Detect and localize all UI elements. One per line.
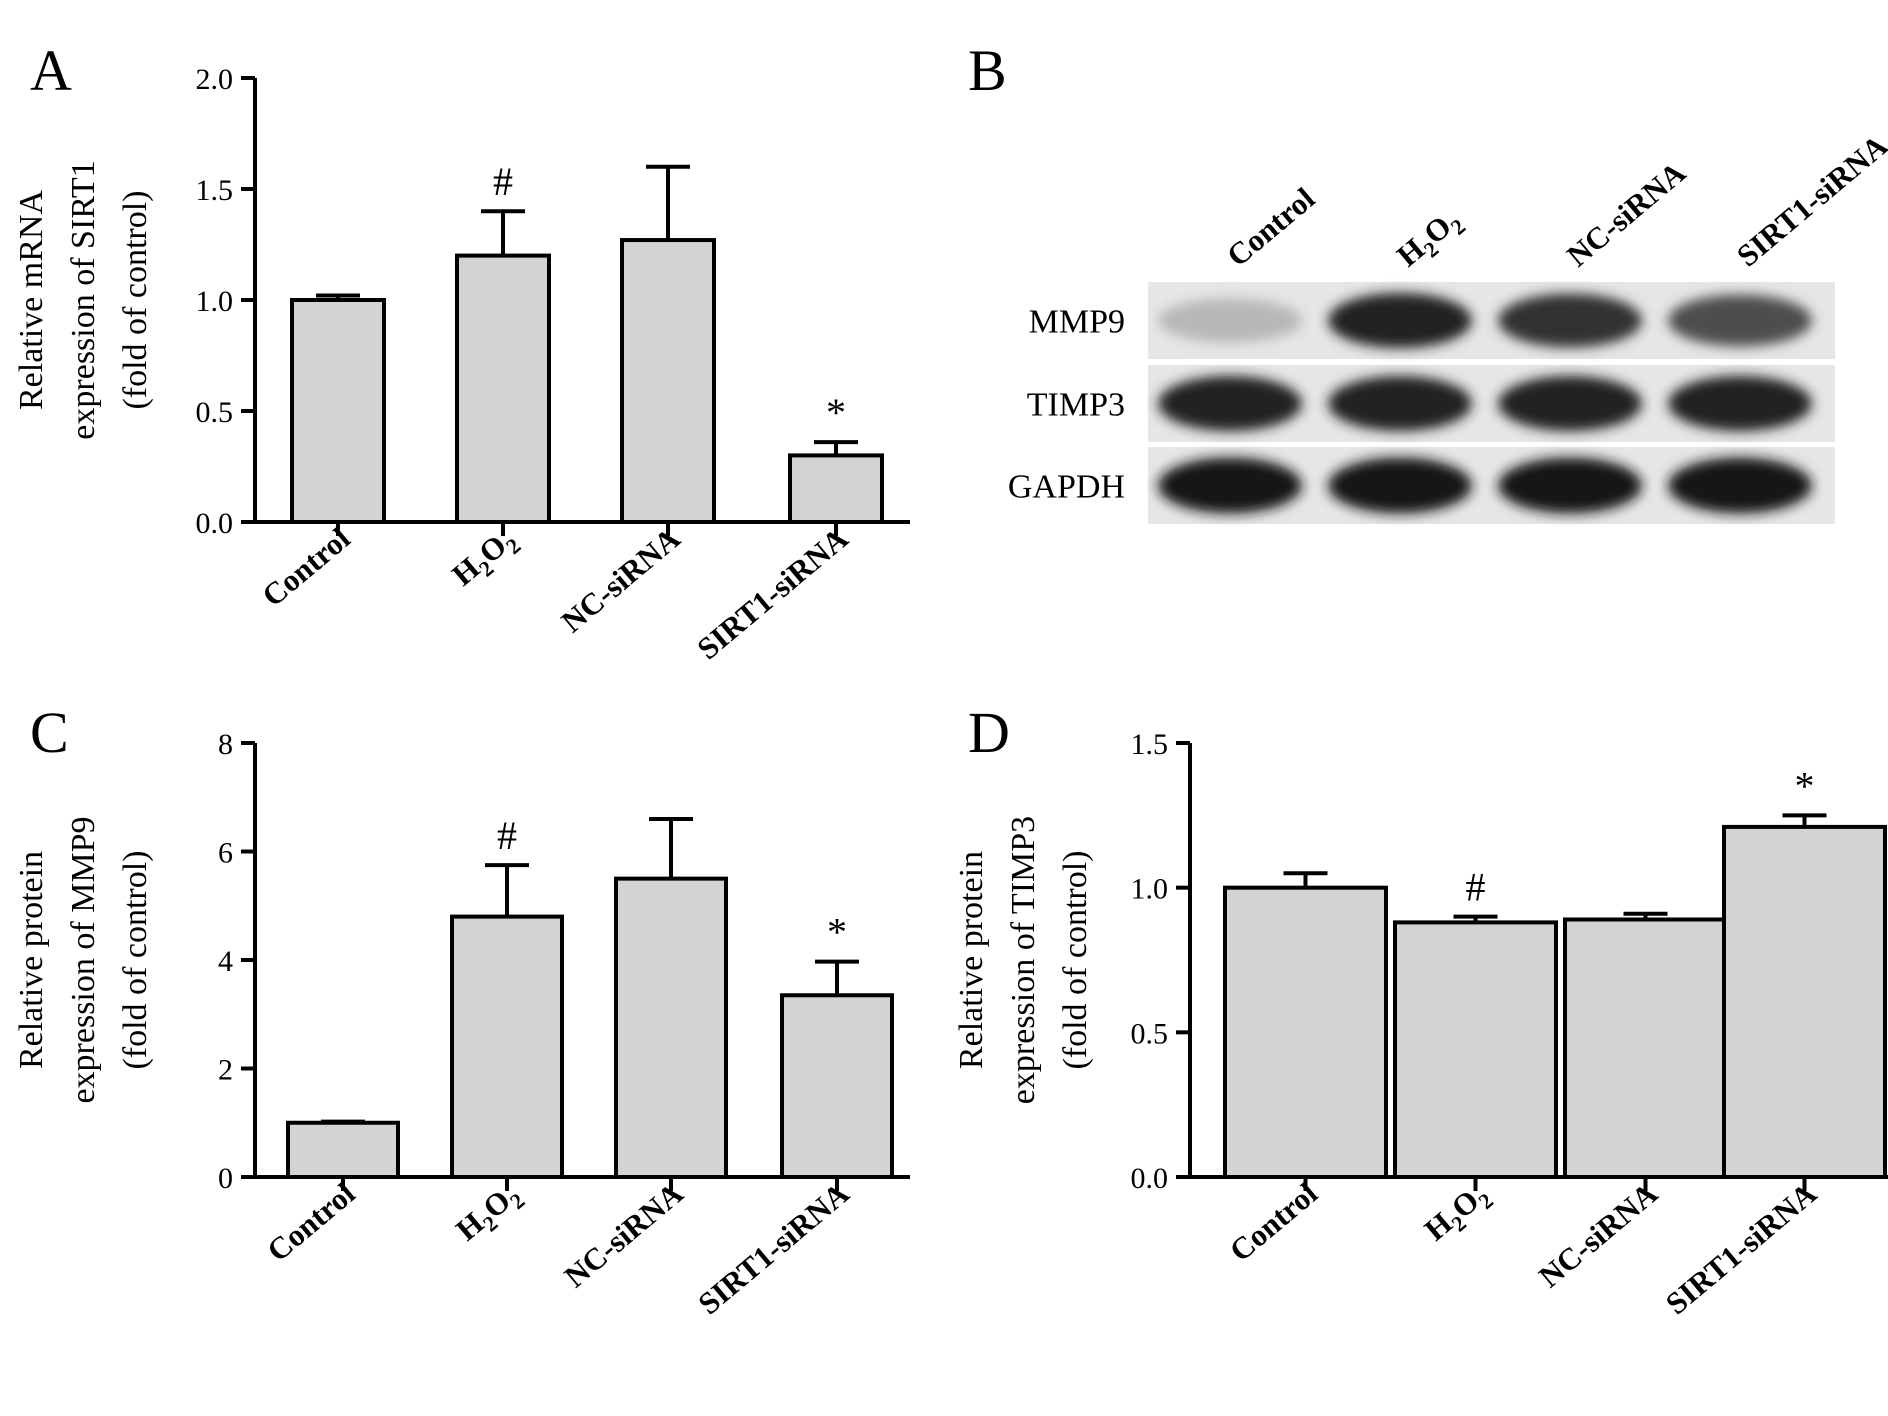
x-category-label: Control	[260, 1175, 362, 1268]
bar	[1722, 824, 1887, 1179]
blot-lane-label: H2O2	[1390, 201, 1470, 278]
blot-band	[1668, 375, 1812, 432]
blot-band	[1158, 375, 1302, 432]
blot-band	[1158, 298, 1302, 343]
y-tick-label: 1.0	[196, 285, 234, 318]
x-category-label: NC-siRNA	[558, 1175, 690, 1294]
chart-panel-c: C 0 2 4 6 8 Relative protein expression of MMP9…	[13, 700, 910, 1321]
x-category-label: H2O2	[445, 521, 525, 598]
y-tick-label: 0.5	[1131, 1017, 1169, 1050]
chart-panel-a: A 0.0 0.5 1.0 1.5 2.0 Relative mRNA expression …	[13, 38, 910, 666]
chart-panel-d: D 0.0 0.5 1.0 1.5 Relative protein expression …	[953, 700, 1888, 1321]
significance-mark: #	[1466, 865, 1486, 910]
x-category-label: H2O2	[1418, 1176, 1498, 1253]
blot-band	[1668, 294, 1812, 347]
y-axis-label-line: (fold of control)	[117, 190, 154, 409]
x-category-label: SIRT1-siRNA	[1659, 1175, 1824, 1321]
bar	[1563, 917, 1728, 1179]
blot-lane-label: Control	[1220, 180, 1322, 273]
bar	[780, 993, 894, 1180]
significance-mark: #	[497, 813, 517, 858]
blot-band	[1328, 292, 1472, 349]
y-tick-label: 8	[218, 728, 233, 761]
y-tick-label: 0	[218, 1162, 233, 1195]
y-tick-label: 4	[218, 945, 233, 978]
y-tick-label: 1.5	[196, 174, 234, 207]
x-category-label: SIRT1-siRNA	[691, 1175, 856, 1321]
bar	[286, 1120, 400, 1179]
blot-band	[1328, 375, 1472, 432]
y-tick-label: 1.0	[1131, 873, 1169, 906]
y-tick-label: 1.5	[1131, 728, 1169, 761]
y-tick-label: 0.5	[196, 396, 234, 429]
blot-band	[1328, 457, 1472, 514]
blot-lane-label: NC-siRNA	[1560, 154, 1692, 273]
y-axis-label-line: expression of MMP9	[65, 816, 102, 1103]
bar	[1393, 920, 1558, 1179]
panel-letter: B	[968, 38, 1007, 103]
y-tick-label: 0.0	[1131, 1162, 1169, 1195]
blot-panel-b: B Control H2O2 NC-siRNA SIRT1-siRNA MMP9 TIMP3…	[968, 38, 1888, 524]
blot-band	[1498, 375, 1642, 432]
y-tick-label: 6	[218, 837, 233, 870]
y-tick-label: 2	[218, 1054, 233, 1087]
x-category-label: H2O2	[449, 1176, 529, 1253]
blot-band	[1158, 457, 1302, 514]
y-axis-label-line: Relative mRNA	[13, 190, 50, 410]
y-axis-label-line: (fold of control)	[1057, 850, 1094, 1069]
blot-row-label: GAPDH	[1008, 469, 1125, 506]
x-category-label: NC-siRNA	[1532, 1175, 1664, 1294]
x-category-label: Control	[255, 520, 357, 613]
x-category-label: Control	[1223, 1175, 1325, 1268]
y-axis-label-line: expression of SIRT1	[65, 160, 102, 439]
y-tick-label: 2.0	[196, 63, 234, 96]
significance-mark: *	[827, 910, 847, 955]
blot-row-label: TIMP3	[1027, 387, 1125, 424]
x-category-label: SIRT1-siRNA	[690, 520, 855, 666]
y-axis-label-line: (fold of control)	[117, 850, 154, 1069]
panel-letter: C	[30, 700, 69, 765]
panel-letter: D	[968, 700, 1010, 765]
y-axis-label-line: Relative protein	[13, 851, 50, 1069]
y-axis-label-line: expression of TIMP3	[1005, 816, 1042, 1104]
blot-band	[1668, 457, 1812, 514]
significance-mark: *	[826, 390, 846, 435]
y-axis-label-line: Relative protein	[953, 851, 990, 1069]
y-tick-label: 0.0	[196, 507, 234, 540]
significance-mark: #	[493, 159, 513, 204]
bar	[455, 253, 551, 524]
blot-band	[1498, 457, 1642, 514]
bar	[614, 876, 728, 1179]
bar	[620, 238, 716, 524]
blot-lane-label: SIRT1-siRNA	[1730, 127, 1888, 273]
panel-letter: A	[30, 38, 72, 103]
x-category-label: NC-siRNA	[555, 520, 687, 639]
bar	[788, 453, 884, 524]
significance-mark: *	[1795, 763, 1815, 808]
bar	[450, 914, 564, 1179]
blot-band	[1498, 293, 1642, 348]
blot-row-label: MMP9	[1029, 304, 1125, 341]
bar	[290, 298, 386, 524]
bar	[1223, 885, 1388, 1180]
